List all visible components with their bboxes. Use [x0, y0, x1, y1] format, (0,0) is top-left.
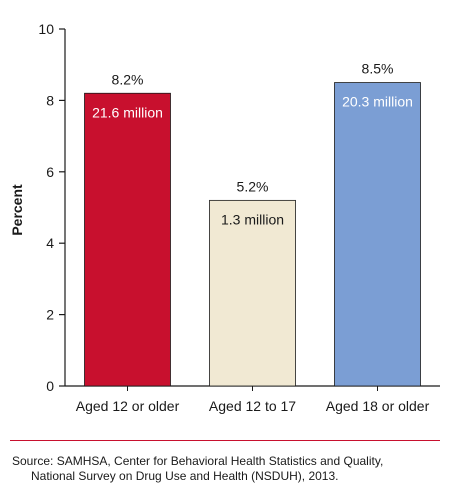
data-labels: 8.2% 21.6 million 5.2% 1.3 million 8.5% 20.3 …	[92, 61, 413, 228]
inner-label-1: 21.6 million	[92, 104, 163, 120]
inner-label-2: 1.3 million	[221, 211, 284, 227]
bar-1	[84, 92, 171, 387]
y-tick-label-4: 8	[46, 92, 54, 108]
category-label-2: Aged 12 to 17	[209, 398, 296, 414]
bar-2	[209, 199, 296, 387]
category-label-1: Aged 12 or older	[76, 398, 180, 414]
bar-3	[334, 82, 421, 387]
bar-chart: Percent 0 2 4 6 8 10 8.2% 21.6 million 5.2% 1.3 …	[9, 21, 440, 414]
y-tick-label-0: 0	[46, 378, 54, 394]
y-tick-label-1: 2	[46, 307, 54, 323]
value-label-2: 5.2%	[237, 178, 269, 194]
source-note: Source: SAMHSA, Center for Behavioral He…	[12, 454, 442, 484]
y-tick-label-5: 10	[38, 21, 54, 37]
category-label-3: Aged 18 or older	[326, 398, 430, 414]
value-label-1: 8.2%	[112, 71, 144, 87]
source-line-1: Source: SAMHSA, Center for Behavioral He…	[12, 454, 384, 468]
bars	[84, 82, 421, 387]
y-tick-label-3: 6	[46, 164, 54, 180]
inner-label-3: 20.3 million	[342, 94, 413, 110]
footer-divider	[10, 440, 440, 441]
value-label-3: 8.5%	[362, 61, 394, 77]
x-axis: Aged 12 or older Aged 12 to 17 Aged 18 or …	[76, 386, 430, 414]
y-tick-label-2: 4	[46, 235, 54, 251]
source-line-2: National Survey on Drug Use and Health (…	[31, 469, 339, 483]
y-axis-label: Percent	[9, 184, 25, 236]
